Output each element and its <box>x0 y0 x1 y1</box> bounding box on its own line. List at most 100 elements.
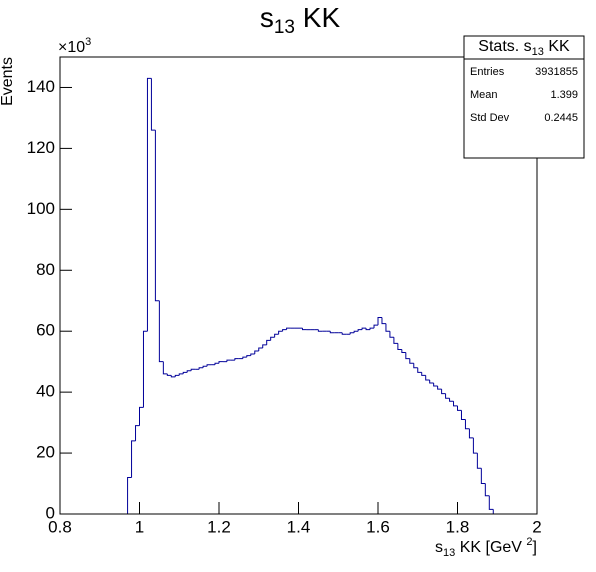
histogram-bin <box>246 355 251 358</box>
stats-label: Mean <box>470 89 498 101</box>
histogram-bin <box>464 419 470 430</box>
x-tick-label: 1.8 <box>446 517 470 536</box>
y-tick-label: 140 <box>27 77 55 96</box>
histogram-bin <box>449 398 454 402</box>
histogram-bin <box>329 331 335 334</box>
histogram-bin <box>349 332 355 335</box>
x-tick-label: 1 <box>135 517 144 536</box>
xlabel-subscript: 13 <box>443 547 455 559</box>
histogram-bin <box>389 331 394 338</box>
histogram-bin <box>401 349 406 354</box>
histogram-bin <box>242 356 247 359</box>
x-tick-label: 2 <box>532 517 541 536</box>
histogram-bin <box>250 353 255 356</box>
x-tick-label: 1.2 <box>207 517 231 536</box>
stats-rows: Entries 3931855 Mean 1.399 Std Dev 0.2445 <box>470 66 578 124</box>
histogram-bin <box>202 365 208 368</box>
histogram-bin <box>484 483 490 497</box>
histogram-bin <box>286 327 291 330</box>
histogram-bin <box>385 323 390 332</box>
histogram-bin <box>429 379 434 384</box>
stats-label: Entries <box>470 66 505 78</box>
histogram-bin <box>282 329 287 332</box>
histogram-bin <box>214 362 219 365</box>
histogram-bin <box>353 330 359 333</box>
histogram-bin <box>433 382 438 387</box>
histogram-bin <box>365 328 371 331</box>
histogram-bin <box>226 359 231 362</box>
title-suffix: KK <box>295 2 340 33</box>
xlabel-middle: KK [GeV <box>455 539 526 556</box>
histogram-bin <box>441 389 446 395</box>
stats-value: 0.2445 <box>544 112 578 124</box>
histogram-bin <box>457 405 462 411</box>
histogram-bin <box>405 352 410 360</box>
histogram-bin <box>186 370 192 373</box>
title-text: s <box>260 2 274 33</box>
histogram-bin <box>262 344 267 348</box>
histogram-bin <box>127 476 132 514</box>
axis-multiplier: ×103 <box>58 36 91 56</box>
histogram-bin <box>301 328 307 331</box>
histogram-bin <box>317 329 323 332</box>
stats-label: Std Dev <box>470 112 510 124</box>
histogram-bin <box>158 300 164 363</box>
histogram-bin <box>381 317 386 325</box>
histogram-bin <box>146 77 152 332</box>
y-tick-label: 40 <box>36 382 55 401</box>
histogram-bin <box>373 324 378 329</box>
plot-area: 0 20 40 60 80 100 120 140 0.8 1 1.2 1.4 1.6 1.8 2 <box>27 77 542 537</box>
histogram-bin <box>413 363 418 369</box>
histogram-bin <box>266 339 271 345</box>
xlabel-text: s <box>435 539 443 556</box>
x-tick-label: 1.6 <box>366 517 390 536</box>
histogram-bin <box>142 330 148 408</box>
stats-value: 3931855 <box>535 66 578 78</box>
stats-title-suffix: KK <box>544 38 570 55</box>
histogram-bin <box>468 428 474 439</box>
histogram-bin <box>341 332 347 335</box>
histogram-bin <box>162 361 168 375</box>
histogram-bin <box>254 350 259 355</box>
histogram-bin <box>421 372 426 376</box>
histogram-bin <box>357 329 363 332</box>
title-subscript: 13 <box>274 17 295 38</box>
y-tick-label: 120 <box>27 138 55 157</box>
y-tick-label: 80 <box>36 260 55 279</box>
histogram-bin <box>425 375 430 381</box>
y-tick-label: 60 <box>36 321 55 340</box>
histogram-bin <box>460 410 466 421</box>
histogram-bin <box>492 509 498 515</box>
histogram-bin <box>135 425 140 441</box>
histogram-bin <box>393 337 398 344</box>
histogram-bin <box>166 373 172 376</box>
histogram-bin <box>278 330 283 335</box>
stats-title: Stats. s13 KK <box>478 38 570 58</box>
histogram-bin <box>206 364 212 367</box>
histogram-bin <box>437 386 442 390</box>
histogram-bin <box>139 406 144 426</box>
histogram-bin <box>397 343 402 350</box>
chart-title: s13 KK <box>260 2 341 38</box>
histogram-bin <box>258 347 263 352</box>
histogram-bin <box>453 401 458 407</box>
stats-value: 1.399 <box>550 89 578 101</box>
histogram-bin <box>472 437 478 454</box>
histogram-bin <box>445 393 450 399</box>
histogram-bin <box>182 371 188 374</box>
histogram-bin <box>178 373 184 376</box>
histogram-bin <box>234 358 239 361</box>
stats-box: Stats. s13 KK Entries 3931855 Mean 1.399 Std… <box>463 35 585 159</box>
histogram-bin <box>417 367 422 373</box>
histogram-bin <box>218 361 223 364</box>
histogram-bin <box>274 333 279 338</box>
histogram-bin <box>154 130 160 302</box>
histogram-bin <box>198 367 204 370</box>
x-axis-label: s13 KK [GeV 2] <box>435 536 537 559</box>
histogram-bin <box>480 468 486 485</box>
multiplier-superscript: 3 <box>85 36 91 48</box>
histogram-bin <box>131 440 136 478</box>
x-tick-label: 1.4 <box>287 517 311 536</box>
histogram-bin <box>361 327 367 330</box>
